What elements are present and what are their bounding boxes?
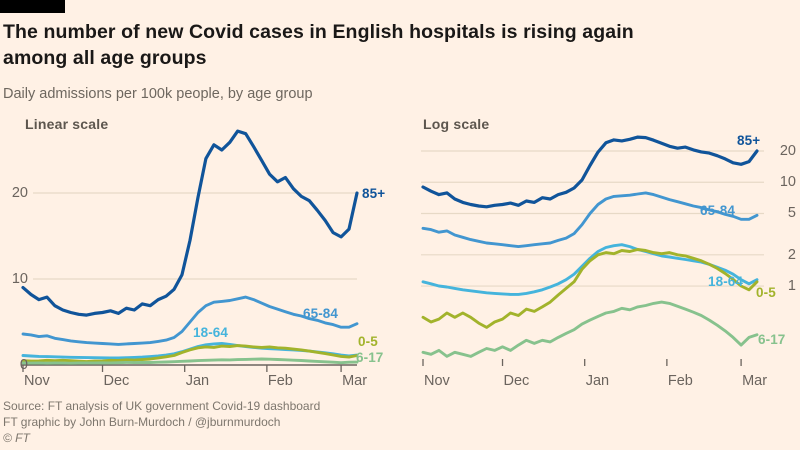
linear-scale-panel-title: Linear scale xyxy=(25,116,109,132)
x-tick-label-log-Nov: Nov xyxy=(424,373,450,389)
y-tick-label-log-20: 20 xyxy=(779,143,796,159)
x-tick-label-linear-Mar: Mar xyxy=(342,373,368,389)
line-85plus-log xyxy=(421,135,759,209)
series-label-0-5-log: 0-5 xyxy=(756,285,776,300)
y-tick-label-log-1: 1 xyxy=(787,278,796,295)
line-85plus-linear xyxy=(21,129,359,317)
page-title: The number of new Covid cases in English… xyxy=(3,19,793,71)
series-label-85plus-linear: 85+ xyxy=(362,186,386,201)
log-scale-panel-title: Log scale xyxy=(423,116,490,132)
y-tick-label-linear-0: 0 xyxy=(19,357,28,373)
source-note: Source: FT analysis of UK government Cov… xyxy=(3,399,321,413)
series-label-18-64-linear: 18-64 xyxy=(193,325,229,340)
x-tick-label-log-Dec: Dec xyxy=(503,373,530,389)
series-label-6-17-log: 6-17 xyxy=(758,332,786,347)
x-tick-label-log-Jan: Jan xyxy=(585,373,610,389)
y-tick-label-linear-10: 10 xyxy=(11,271,28,287)
line-18-64-log xyxy=(421,243,759,296)
series-label-85plus-log: 85+ xyxy=(737,133,761,148)
x-tick-label-log-Feb: Feb xyxy=(667,373,693,389)
series-label-65-84-log: 65-84 xyxy=(700,203,736,218)
line-6-17-linear xyxy=(21,357,359,365)
footer: Source: FT analysis of UK government Cov… xyxy=(3,398,320,446)
x-tick-label-log-Mar: Mar xyxy=(742,373,768,389)
y-tick-label-linear-20: 20 xyxy=(11,185,28,201)
x-tick-label-linear-Jan: Jan xyxy=(185,373,210,389)
y-tick-label-log-5: 5 xyxy=(787,205,796,222)
series-label-6-17-linear: 6-17 xyxy=(356,350,384,365)
y-tick-label-log-10: 10 xyxy=(779,174,796,191)
series-label-0-5-linear: 0-5 xyxy=(358,334,378,349)
copyright-note: © FT xyxy=(3,431,30,445)
page-title-line1: The number of new Covid cases in English… xyxy=(3,21,634,43)
series-label-65-84-linear: 65-84 xyxy=(303,306,339,321)
series-label-18-64-log: 18-64 xyxy=(708,274,744,289)
page-title-line2: among all age groups xyxy=(3,47,207,69)
credit-note: FT graphic by John Burn-Murdoch / @jburn… xyxy=(3,415,281,429)
line-65-84-linear xyxy=(21,295,359,346)
top-black-bar xyxy=(0,0,65,13)
x-tick-label-linear-Feb: Feb xyxy=(267,373,293,389)
x-tick-label-linear-Dec: Dec xyxy=(103,373,130,389)
x-tick-label-linear-Nov: Nov xyxy=(24,373,50,389)
y-tick-label-log-2: 2 xyxy=(787,246,796,263)
line-0-5-linear xyxy=(21,344,359,364)
line-0-5-log xyxy=(421,248,759,329)
line-6-17-log xyxy=(421,300,759,358)
chart-subtitle: Daily admissions per 100k people, by age… xyxy=(3,86,313,102)
line-65-84-log xyxy=(421,191,759,249)
